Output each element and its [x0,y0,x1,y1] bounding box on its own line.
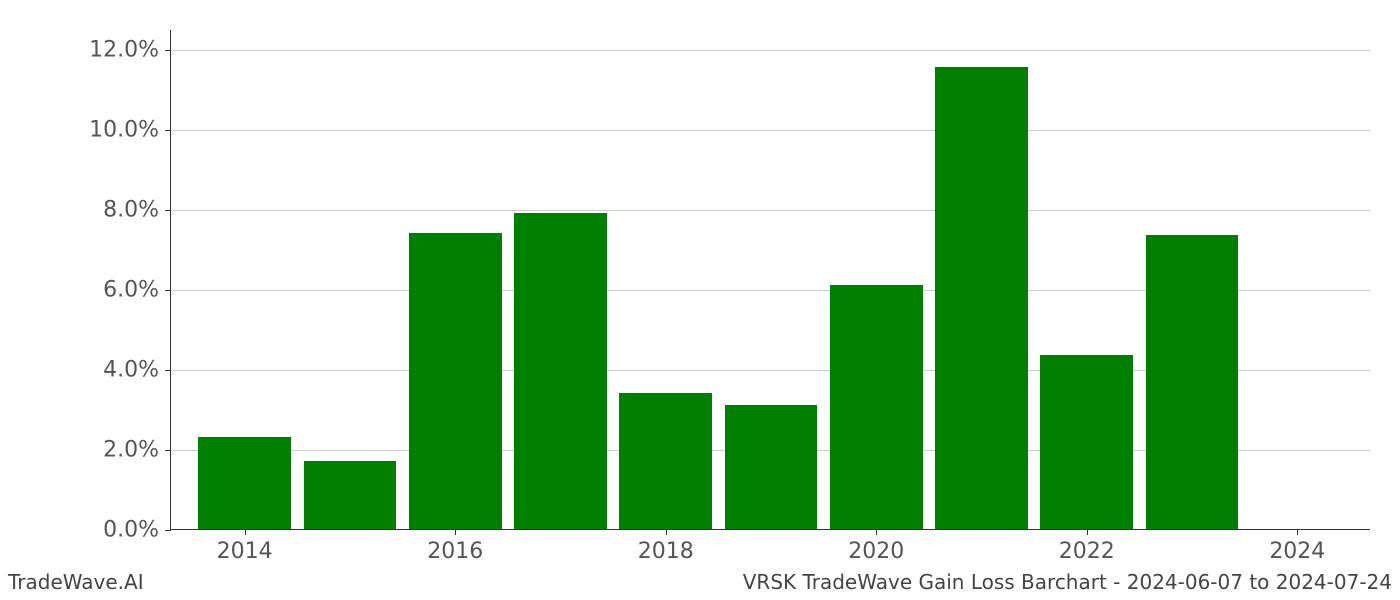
x-tick-mark [1087,529,1088,535]
x-tick-mark [455,529,456,535]
bar [1146,235,1239,529]
x-tick-mark [666,529,667,535]
y-tick-label: 10.0% [89,118,171,143]
footer-right-text: VRSK TradeWave Gain Loss Barchart - 2024… [743,570,1392,594]
y-tick-mark [165,210,171,211]
y-tick-mark [165,50,171,51]
y-tick-label: 8.0% [103,198,171,223]
bar [830,285,923,529]
bar [1040,355,1133,529]
bar [198,437,291,529]
y-tick-mark [165,370,171,371]
y-tick-label: 12.0% [89,38,171,63]
plot-area: 0.0%2.0%4.0%6.0%8.0%10.0%12.0%2014201620… [170,30,1370,530]
gridline [171,210,1370,211]
bar [304,461,397,529]
y-tick-label: 0.0% [103,518,171,543]
chart-container: 0.0%2.0%4.0%6.0%8.0%10.0%12.0%2014201620… [170,30,1370,530]
y-tick-label: 2.0% [103,438,171,463]
bar [409,233,502,529]
bar [619,393,712,529]
footer-left-text: TradeWave.AI [8,570,144,594]
y-tick-mark [165,130,171,131]
gridline [171,50,1370,51]
y-tick-mark [165,290,171,291]
bar [514,213,607,529]
gridline [171,130,1370,131]
x-tick-mark [876,529,877,535]
y-tick-label: 4.0% [103,358,171,383]
y-tick-label: 6.0% [103,278,171,303]
y-tick-mark [165,450,171,451]
x-tick-mark [1297,529,1298,535]
bar [725,405,818,529]
x-tick-mark [245,529,246,535]
y-tick-mark [165,530,171,531]
bar [935,67,1028,529]
